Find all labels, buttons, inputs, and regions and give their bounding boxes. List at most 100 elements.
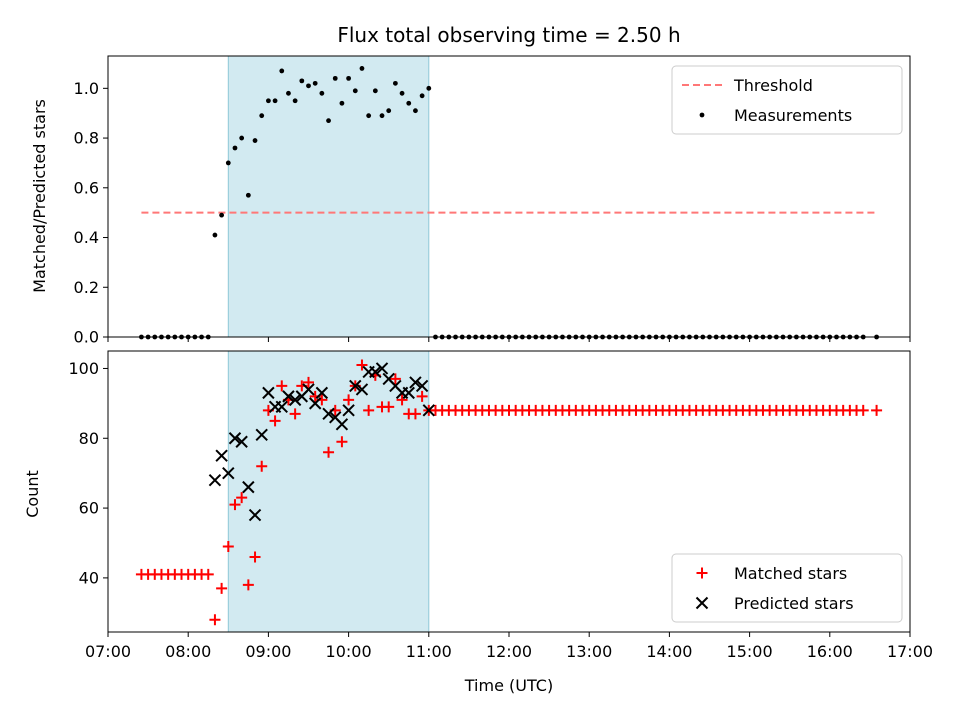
data-point	[303, 376, 314, 388]
data-point	[346, 75, 351, 81]
data-point	[392, 80, 398, 86]
data-point	[335, 418, 349, 431]
data-point	[406, 100, 412, 106]
shaded-span	[227, 55, 430, 338]
data-point	[416, 390, 428, 402]
data-point	[266, 98, 271, 104]
data-point	[871, 404, 883, 416]
y-tick-label: 0.0	[74, 328, 99, 347]
bottom-y-axis-label: Count	[23, 470, 42, 518]
data-point	[396, 394, 408, 406]
x-tick-label: 07:00	[85, 642, 131, 661]
data-point	[422, 404, 436, 417]
data-point	[336, 436, 348, 448]
y-tick-label: 100	[68, 359, 99, 378]
data-point	[323, 446, 335, 458]
x-tick-label: 17:00	[887, 642, 933, 661]
data-point	[256, 460, 268, 472]
data-point	[319, 90, 325, 96]
x-tick-label: 11:00	[406, 642, 452, 661]
legend-label: Measurements	[734, 106, 852, 125]
top-y-axis-label: Matched/Predicted stars	[30, 99, 49, 293]
data-point	[332, 75, 338, 81]
data-point	[286, 90, 291, 96]
top-panel: 0.0 0.2 0.4 0.6 0.8 1.0 Threshold Measurements	[74, 55, 911, 347]
data-point	[249, 551, 261, 563]
data-point	[399, 90, 405, 96]
data-point	[402, 386, 415, 400]
y-tick-label: 80	[79, 429, 99, 448]
data-point	[228, 432, 242, 445]
chart-title: Flux total observing time = 2.50 h	[337, 23, 680, 47]
data-point	[419, 93, 425, 99]
data-point	[308, 397, 322, 410]
data-point	[343, 394, 355, 406]
data-point	[366, 113, 372, 119]
x-tick-label: 12:00	[486, 642, 532, 661]
legend-label: Threshold	[733, 76, 813, 95]
data-point	[413, 108, 418, 114]
data-point	[389, 373, 401, 385]
x-tick-label: 14:00	[646, 642, 692, 661]
data-point	[216, 582, 228, 594]
x-tick-label: 10:00	[326, 642, 372, 661]
data-point	[225, 160, 231, 166]
data-point	[379, 113, 385, 119]
data-point	[372, 88, 378, 94]
legend-label: Matched stars	[734, 564, 847, 583]
data-point	[409, 408, 421, 420]
data-point	[299, 78, 305, 84]
data-point	[375, 362, 389, 375]
x-tick-label: 15:00	[727, 642, 773, 661]
data-point	[292, 98, 298, 104]
bottom-panel: 40 60 80 100 07:00 08:00 09:00 10:00 11:00 12:00 1…	[68, 350, 933, 661]
data-point	[415, 379, 429, 393]
data-point	[322, 407, 335, 421]
data-point	[312, 80, 318, 86]
y-tick-label: 1.0	[74, 79, 99, 98]
data-point	[255, 428, 268, 441]
data-point	[355, 383, 369, 396]
data-point	[857, 404, 869, 416]
data-point	[272, 98, 278, 104]
legend-marker	[696, 567, 708, 579]
data-point	[212, 232, 218, 238]
data-point	[359, 66, 365, 71]
data-point	[252, 138, 258, 143]
data-point	[326, 118, 331, 124]
data-point	[232, 145, 238, 151]
data-point	[245, 192, 251, 198]
data-point	[235, 435, 248, 448]
y-tick-label: 40	[79, 568, 99, 587]
data-point	[236, 492, 248, 504]
shaded-span	[227, 350, 430, 633]
data-point	[356, 359, 368, 371]
data-point	[302, 383, 315, 396]
data-point	[282, 390, 295, 403]
data-point	[386, 108, 392, 114]
data-point	[279, 68, 285, 74]
data-point	[239, 135, 245, 141]
data-point	[219, 212, 225, 218]
data-point	[229, 499, 241, 511]
data-point	[426, 85, 432, 91]
x-tick-label: 08:00	[165, 642, 211, 661]
data-point	[339, 100, 345, 106]
x-tick-label: 09:00	[245, 642, 291, 661]
y-tick-label: 0.8	[74, 129, 99, 148]
data-point	[269, 415, 281, 427]
legend-marker	[699, 112, 705, 118]
data-point	[352, 88, 358, 94]
x-tick-label: 13:00	[566, 642, 612, 661]
data-point	[222, 466, 235, 480]
data-point	[275, 400, 288, 414]
x-axis-label: Time (UTC)	[464, 676, 553, 695]
data-point	[215, 449, 228, 462]
data-point	[409, 376, 422, 389]
legend-box	[671, 553, 903, 623]
data-point	[289, 408, 301, 420]
legend-marker	[695, 596, 709, 610]
data-point	[242, 579, 254, 591]
data-point	[288, 393, 302, 407]
